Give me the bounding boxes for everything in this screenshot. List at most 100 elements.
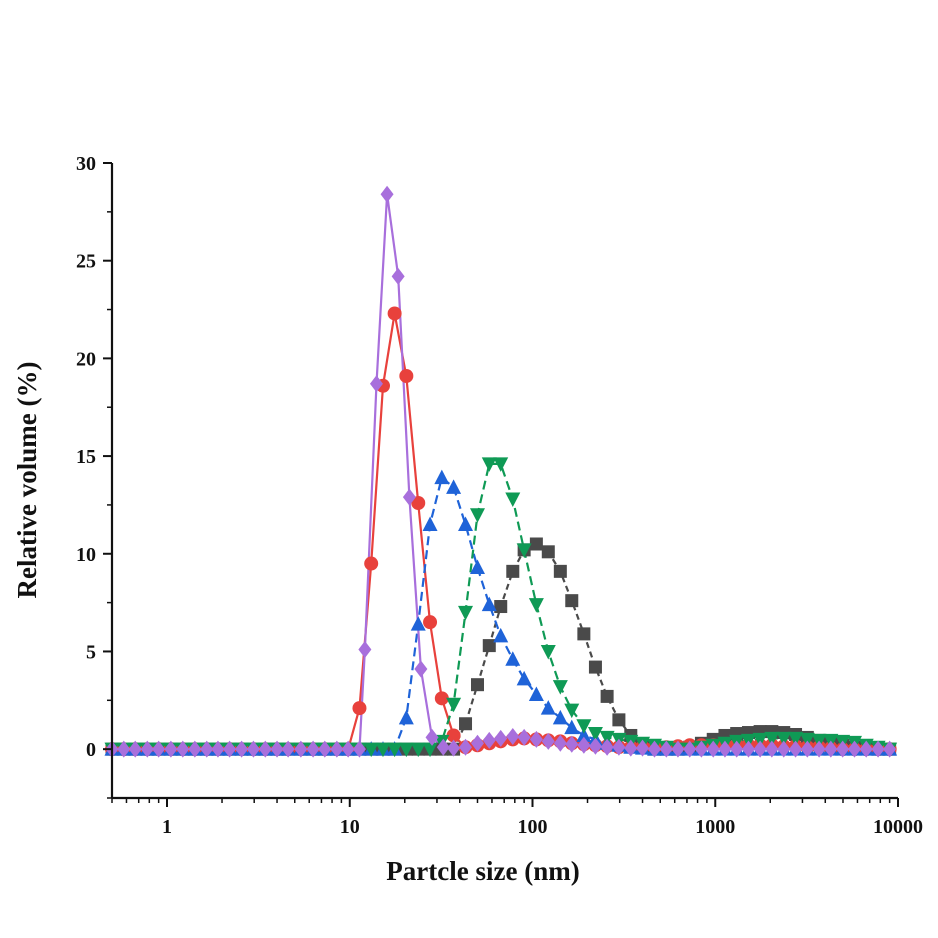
series-4-point-20 — [341, 740, 355, 758]
series-4-point-53 — [718, 740, 732, 758]
series-4-point-15 — [281, 740, 295, 758]
series-4-point-62 — [824, 740, 838, 758]
series-3-point-31 — [469, 508, 485, 523]
series-4-point-10 — [223, 740, 237, 758]
series-0-point-36 — [529, 537, 543, 551]
series-4-point-37 — [529, 730, 543, 748]
series-4-point-6 — [176, 740, 190, 758]
series-4-point-38 — [541, 732, 555, 750]
series-0-point-43 — [612, 713, 626, 727]
series-4-point-13 — [258, 740, 272, 758]
series-4-point-50 — [683, 740, 697, 758]
x-tick-label-2: 100 — [518, 816, 548, 838]
series-4-point-30 — [447, 739, 461, 757]
series-4-point-23 — [369, 375, 383, 393]
series-3-point-33 — [493, 457, 509, 472]
series-4-point-31 — [459, 738, 473, 756]
series-2-point-29 — [446, 479, 462, 494]
series-4-point-19 — [330, 740, 344, 758]
series-2-point-26 — [410, 616, 426, 631]
x-tick-label-1: 10 — [340, 816, 360, 838]
y-ticks: 0 5 10 15 20 25 30 — [76, 153, 112, 799]
series-3-point-24 — [387, 742, 403, 758]
series-2-line — [112, 475, 890, 751]
series-3-point-57 — [776, 731, 792, 747]
series-0-point-37 — [541, 545, 555, 559]
series-2-point-27 — [422, 516, 438, 531]
series-4-point-16 — [294, 740, 308, 758]
series-4-point-36 — [517, 728, 531, 746]
series-3-point-38 — [552, 680, 568, 695]
series-4-point-58 — [777, 740, 791, 758]
series-2-point-38 — [552, 709, 568, 725]
series-3-point-25 — [398, 742, 414, 758]
series-4-point-26 — [402, 488, 416, 506]
series-3-point-29 — [446, 697, 462, 713]
series-3-point-58 — [788, 731, 804, 747]
series-4-point-47 — [647, 740, 661, 758]
series-4-point-61 — [812, 740, 826, 758]
series-4-point-51 — [694, 740, 708, 758]
series-4-point-25 — [391, 267, 405, 285]
series-2-point-40 — [576, 727, 592, 742]
series-2-point-39 — [564, 719, 580, 735]
x-tick-label-3: 1000 — [695, 816, 735, 838]
series-4-point-40 — [565, 735, 579, 753]
series-4-point-21 — [352, 740, 366, 758]
series-0-point-32 — [482, 639, 496, 653]
series-4-point-27 — [414, 660, 428, 678]
series-4-point-67 — [883, 740, 897, 758]
series-0-point-30 — [459, 717, 473, 731]
series-4-point-33 — [482, 731, 496, 749]
series-4-point-45 — [624, 739, 638, 757]
series-3-point-56 — [764, 731, 780, 747]
series-4-point-12 — [246, 740, 260, 758]
series-4-point-55 — [741, 740, 755, 758]
series-2-point-37 — [540, 700, 556, 715]
series-3-point-42 — [599, 730, 615, 746]
series-4-point-56 — [753, 740, 767, 758]
series-3-point-22 — [363, 742, 379, 758]
series-1-point-26 — [411, 495, 426, 510]
series-3-point-39 — [564, 703, 580, 719]
series-4-point-54 — [730, 740, 744, 758]
series-3-point-35 — [516, 543, 532, 558]
plot-markers — [104, 185, 898, 758]
series-4-point-18 — [318, 740, 332, 758]
series-1-point-22 — [364, 556, 379, 571]
series-0-point-33 — [494, 600, 508, 614]
series-2-point-30 — [458, 516, 474, 531]
series-4-point-9 — [211, 740, 225, 758]
series-4-point-42 — [588, 737, 602, 755]
series-3-point-36 — [528, 598, 544, 613]
series-3-point-32 — [481, 457, 497, 472]
series-2-point-25 — [398, 709, 414, 725]
series-4-point-59 — [789, 740, 803, 758]
series-4-point-65 — [859, 740, 873, 758]
series-4-point-22 — [358, 641, 372, 659]
series-4-point-24 — [380, 185, 394, 203]
series-3-point-23 — [375, 742, 391, 758]
series-4-point-17 — [306, 740, 320, 758]
series-4-point-41 — [577, 736, 591, 754]
series-0-point-38 — [553, 564, 567, 578]
series-4-point-32 — [470, 734, 484, 752]
series-4-point-28 — [425, 728, 439, 746]
series-4-point-34 — [494, 729, 508, 747]
series-1-point-24 — [387, 306, 402, 321]
series-3-point-27 — [422, 742, 438, 758]
series-3-point-55 — [752, 732, 768, 748]
series-3-point-59 — [799, 732, 815, 748]
series-4-point-57 — [765, 740, 779, 758]
series-3-point-26 — [410, 742, 426, 758]
series-2-point-32 — [481, 596, 497, 612]
series-1-point-21 — [352, 701, 367, 716]
series-0-point-40 — [577, 627, 591, 641]
series-3-point-30 — [458, 605, 474, 621]
series-1-point-25 — [399, 368, 414, 383]
series-4-line — [112, 194, 890, 751]
series-3-point-41 — [587, 727, 603, 742]
y-tick-label-3: 15 — [76, 446, 96, 468]
series-4-point-48 — [659, 740, 673, 758]
